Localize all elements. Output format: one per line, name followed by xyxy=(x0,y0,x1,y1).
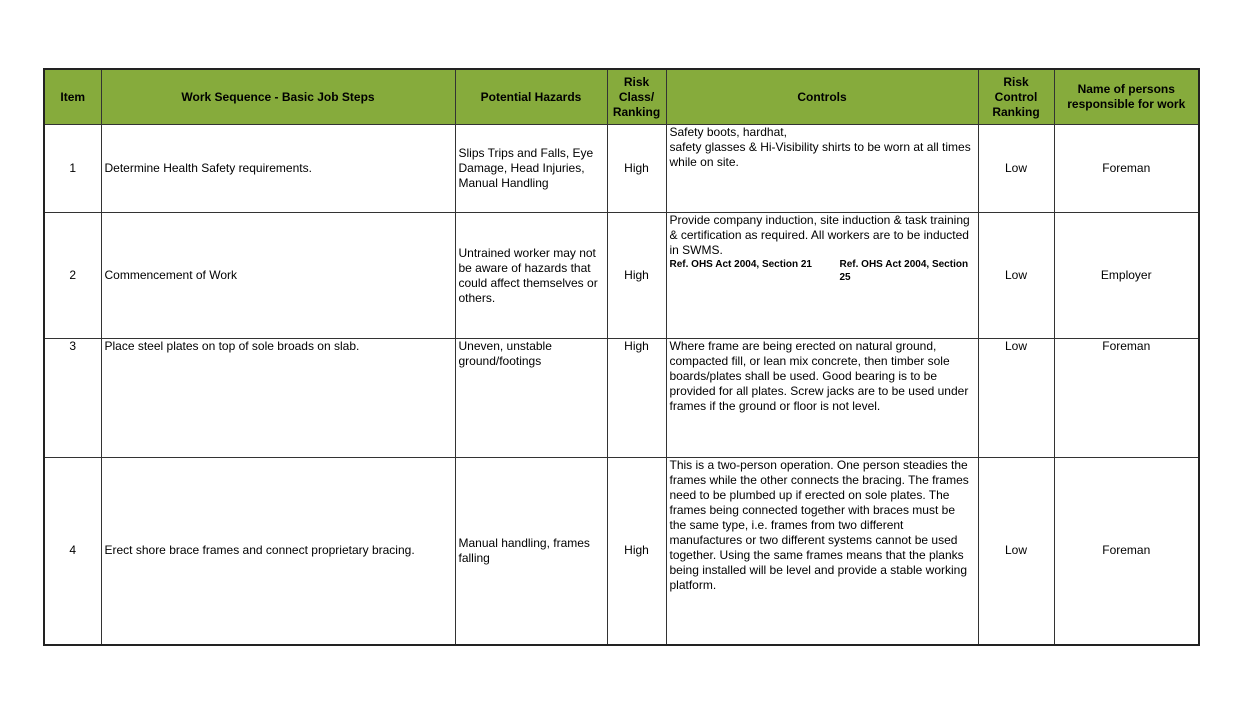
risk-cell: High xyxy=(606,212,667,339)
item-cell: 4 xyxy=(43,457,102,645)
person-cell: Foreman xyxy=(1053,124,1200,213)
risk-cell: High xyxy=(606,457,667,645)
hazards-cell: Uneven, unstable ground/footings xyxy=(454,338,608,458)
ref-2: Ref. OHS Act 2004, Section 25 xyxy=(839,259,969,283)
header-responsible: Name of persons responsible for work xyxy=(1053,68,1200,125)
header-risk-control: Risk Control Ranking xyxy=(977,68,1055,125)
controls-cell: This is a two-person operation. One pers… xyxy=(665,457,979,645)
table-row: 4 Erect shore brace frames and connect p… xyxy=(43,457,1200,645)
item-cell: 2 xyxy=(43,212,102,339)
header-item: Item xyxy=(43,68,102,125)
step-cell: Determine Health Safety requirements. xyxy=(100,124,456,213)
table-row: 2 Commencement of Work Untrained worker … xyxy=(43,212,1200,339)
hazards-cell: Untrained worker may not be aware of haz… xyxy=(454,212,608,339)
controls-cell: Provide company induction, site inductio… xyxy=(665,212,979,339)
control-rank-cell: Low xyxy=(977,338,1055,458)
header-hazards: Potential Hazards xyxy=(454,68,608,125)
hazards-cell: Manual handling, frames falling xyxy=(454,457,608,645)
person-cell: Foreman xyxy=(1053,338,1200,458)
person-cell: Employer xyxy=(1053,212,1200,339)
item-cell: 3 xyxy=(43,338,102,458)
control-rank-cell: Low xyxy=(977,212,1055,339)
ref-1: Ref. OHS Act 2004, Section 21 xyxy=(669,259,812,270)
header-controls: Controls xyxy=(665,68,979,125)
controls-cell: Where frame are being erected on natural… xyxy=(665,338,979,458)
controls-cell: Safety boots, hardhat, safety glasses & … xyxy=(665,124,979,213)
control-rank-cell: Low xyxy=(977,124,1055,213)
swms-table: Item Work Sequence - Basic Job Steps Pot… xyxy=(43,68,1200,646)
risk-cell: High xyxy=(606,124,667,213)
step-cell: Commencement of Work xyxy=(100,212,456,339)
control-rank-cell: Low xyxy=(977,457,1055,645)
step-cell: Erect shore brace frames and connect pro… xyxy=(100,457,456,645)
hazards-cell: Slips Trips and Falls, Eye Damage, Head … xyxy=(454,124,608,213)
header-work-sequence: Work Sequence - Basic Job Steps xyxy=(100,68,456,125)
header-row: Item Work Sequence - Basic Job Steps Pot… xyxy=(43,68,1200,125)
controls-text: Provide company induction, site inductio… xyxy=(669,213,970,258)
table-row: 3 Place steel plates on top of sole broa… xyxy=(43,338,1200,458)
header-risk-class: Risk Class/ Ranking xyxy=(606,68,667,125)
step-cell: Place steel plates on top of sole broads… xyxy=(100,338,456,458)
risk-cell: High xyxy=(606,338,667,458)
item-cell: 1 xyxy=(43,124,102,213)
table-row: 1 Determine Health Safety requirements. … xyxy=(43,124,1200,213)
person-cell: Foreman xyxy=(1053,457,1200,645)
